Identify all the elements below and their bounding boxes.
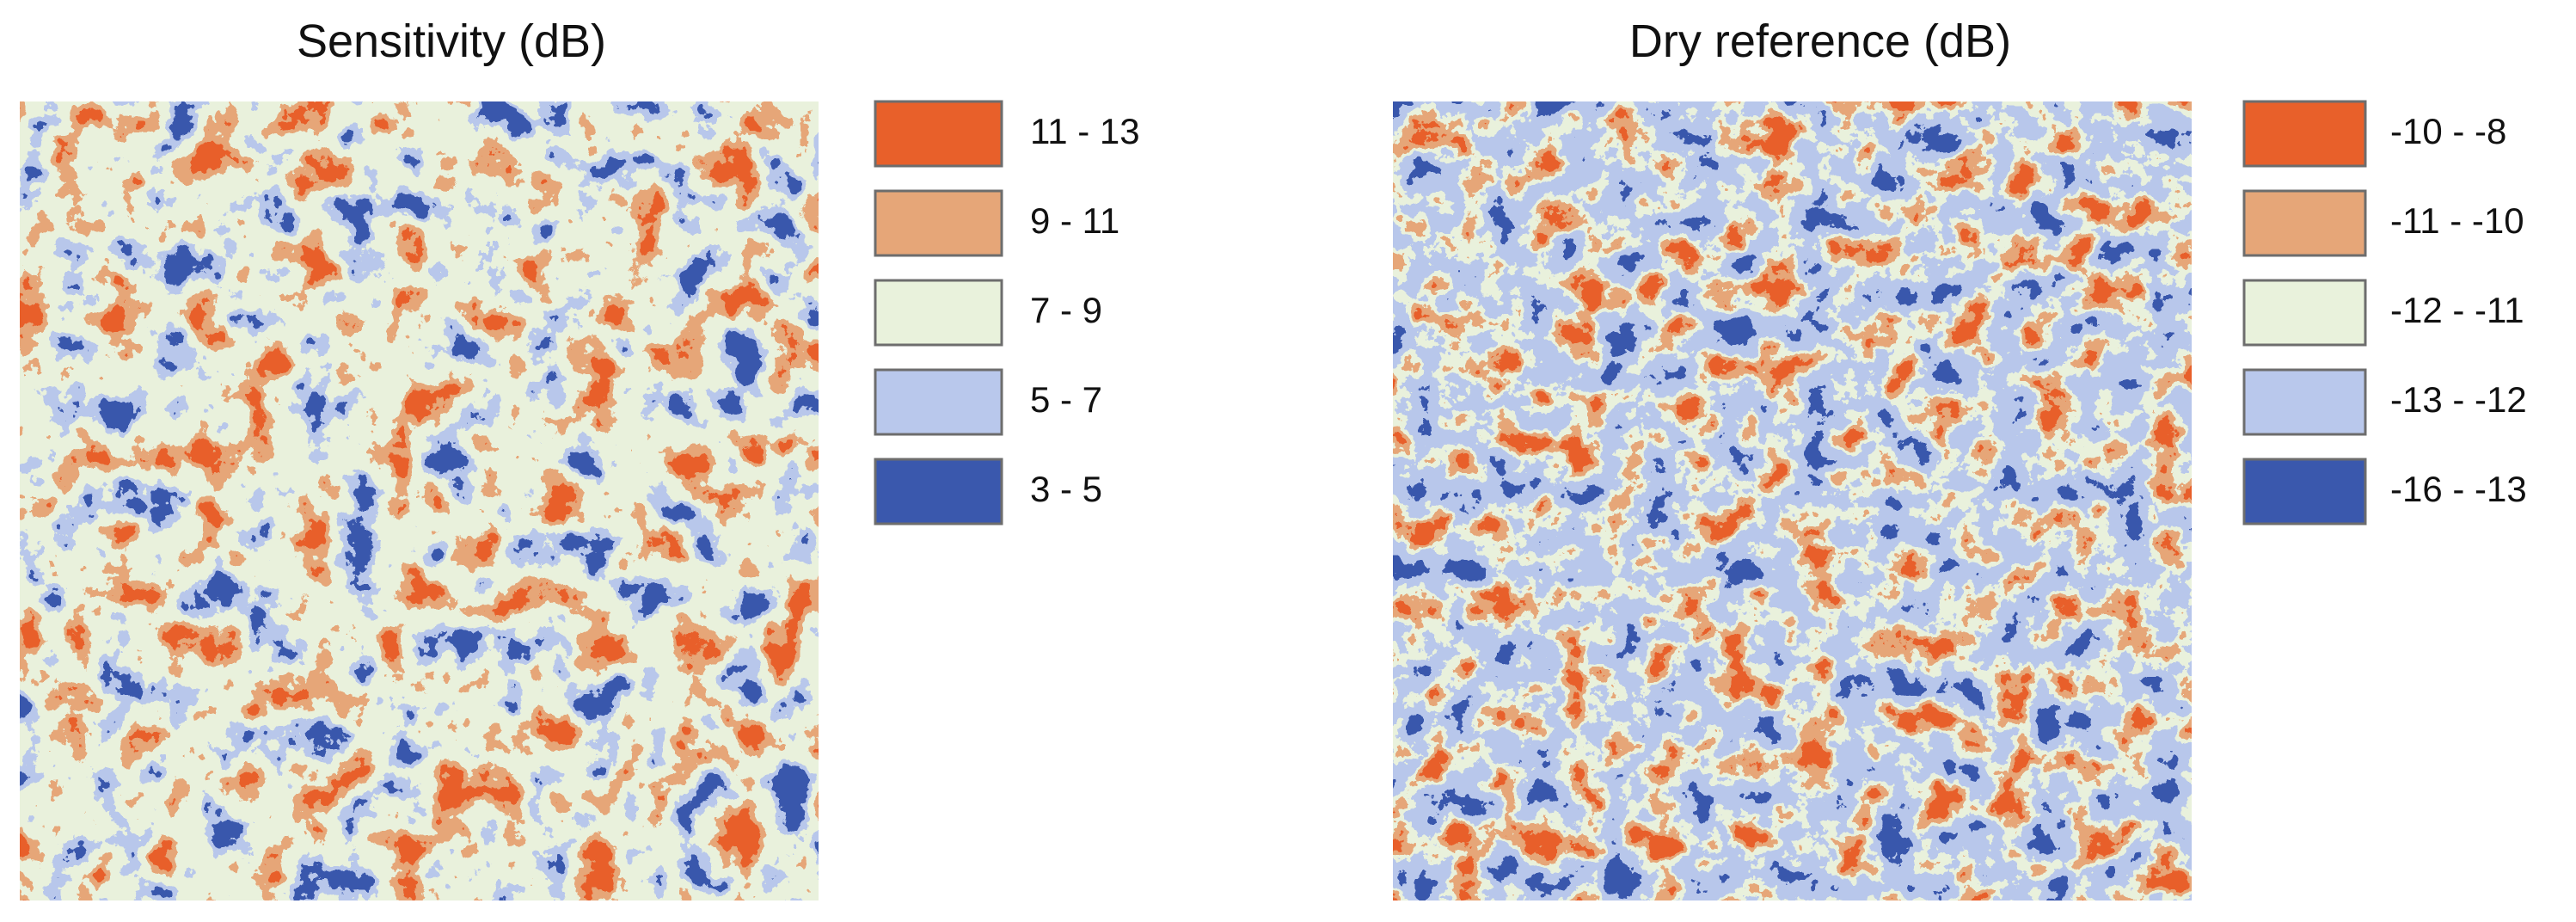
legend-label: 9 - 11 bbox=[1030, 200, 1119, 241]
legend-swatch bbox=[874, 458, 1003, 526]
map-title: Dry reference (dB) bbox=[1629, 15, 2011, 67]
map-raster bbox=[1393, 101, 2192, 900]
legend-swatch bbox=[2242, 189, 2367, 257]
legend-swatch bbox=[874, 279, 1003, 347]
legend-label: -16 - -13 bbox=[2390, 469, 2527, 509]
legend-label: 5 - 7 bbox=[1030, 379, 1102, 420]
legend-label: 7 - 9 bbox=[1030, 290, 1102, 330]
legend-label: -11 - -10 bbox=[2390, 200, 2524, 241]
legend-label: -12 - -11 bbox=[2390, 290, 2524, 330]
legend-swatch bbox=[2242, 458, 2367, 526]
map-raster bbox=[20, 101, 819, 900]
legend-swatch bbox=[2242, 100, 2367, 168]
map-title: Sensitivity (dB) bbox=[297, 15, 606, 67]
legend-swatch bbox=[2242, 368, 2367, 436]
legend-label: 11 - 13 bbox=[1030, 111, 1140, 151]
legend-swatch bbox=[874, 100, 1003, 168]
legend-label: -10 - -8 bbox=[2390, 111, 2506, 151]
legend-swatch bbox=[2242, 279, 2367, 347]
legend-label: 3 - 5 bbox=[1030, 469, 1102, 509]
legend-swatch bbox=[874, 189, 1003, 257]
legend-swatch bbox=[874, 368, 1003, 436]
legend-label: -13 - -12 bbox=[2390, 379, 2527, 420]
